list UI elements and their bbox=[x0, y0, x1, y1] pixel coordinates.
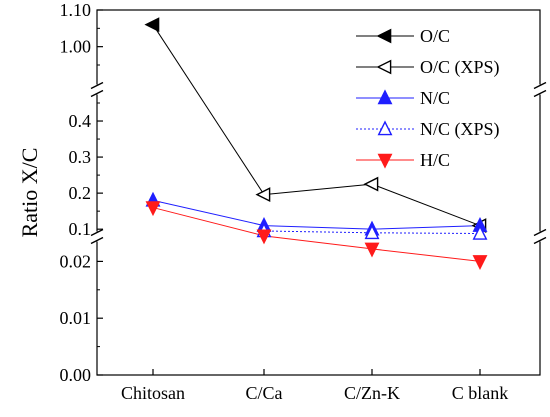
x-tick-label: C/Zn-K bbox=[344, 383, 400, 403]
axis-break-gap bbox=[90, 231, 104, 242]
series-line-segment bbox=[263, 225, 373, 230]
y-tick-label: 0.02 bbox=[60, 251, 92, 271]
series-line-segment bbox=[152, 199, 265, 227]
series-line-segment bbox=[152, 207, 265, 237]
axis-break-slash bbox=[90, 81, 104, 90]
x-tick-label: C/Ca bbox=[245, 383, 282, 403]
y-tick-label: 0.01 bbox=[60, 308, 92, 328]
data-point-marker bbox=[472, 255, 488, 270]
legend-marker bbox=[376, 59, 392, 75]
y-tick-label: 1.00 bbox=[60, 37, 92, 57]
plot-frame bbox=[96, 9, 541, 376]
axis-break-slash bbox=[533, 89, 547, 98]
axis-break-slash bbox=[533, 228, 547, 237]
legend-marker bbox=[377, 120, 393, 136]
legend-label: N/C bbox=[420, 88, 450, 108]
legend-label: O/C (XPS) bbox=[420, 57, 500, 78]
series-line-segment bbox=[371, 183, 481, 227]
axis-break-slash bbox=[90, 236, 104, 245]
data-point-marker bbox=[255, 187, 271, 203]
y-tick-label: 0.00 bbox=[60, 365, 92, 385]
y-axis-title: Ratio X/C bbox=[17, 148, 42, 238]
series-connector-line bbox=[152, 24, 265, 195]
data-point-marker bbox=[364, 242, 380, 258]
data-point-marker bbox=[144, 17, 160, 33]
y-tick-label: 0.3 bbox=[69, 147, 92, 167]
series-line-segment bbox=[263, 183, 373, 196]
legend-marker bbox=[377, 89, 393, 105]
series-line-segment bbox=[263, 230, 373, 234]
legend-label: N/C (XPS) bbox=[420, 119, 500, 140]
legend-marker bbox=[377, 153, 393, 169]
x-tick-label: Chitosan bbox=[121, 383, 185, 403]
data-point-marker bbox=[145, 201, 161, 217]
data-point-marker bbox=[363, 176, 379, 192]
axis-break-gap bbox=[533, 84, 547, 95]
data-point-marker bbox=[364, 224, 380, 240]
legend-label: O/C bbox=[420, 26, 450, 46]
axis-break-slash bbox=[90, 228, 104, 237]
series-line-segment bbox=[371, 232, 481, 235]
y-tick-label: 0.2 bbox=[69, 183, 92, 203]
series-line-segment bbox=[263, 235, 373, 250]
axis-break-gap bbox=[533, 231, 547, 242]
data-point-marker bbox=[256, 229, 272, 245]
series-line-segment bbox=[371, 248, 481, 262]
y-tick-label: 1.10 bbox=[60, 0, 92, 20]
axis-break-slash bbox=[533, 81, 547, 90]
y-tick-label: 0.1 bbox=[69, 219, 92, 239]
x-tick-label: C blank bbox=[452, 383, 509, 403]
legend-marker bbox=[376, 28, 392, 44]
y-tick-label: 0.4 bbox=[69, 111, 92, 131]
series-line-segment bbox=[371, 225, 481, 230]
axis-break-slash bbox=[533, 236, 547, 245]
legend-label: H/C bbox=[420, 150, 450, 170]
data-point-marker bbox=[472, 224, 488, 240]
axis-break-slash bbox=[90, 89, 104, 98]
axis-break-gap bbox=[90, 84, 104, 95]
